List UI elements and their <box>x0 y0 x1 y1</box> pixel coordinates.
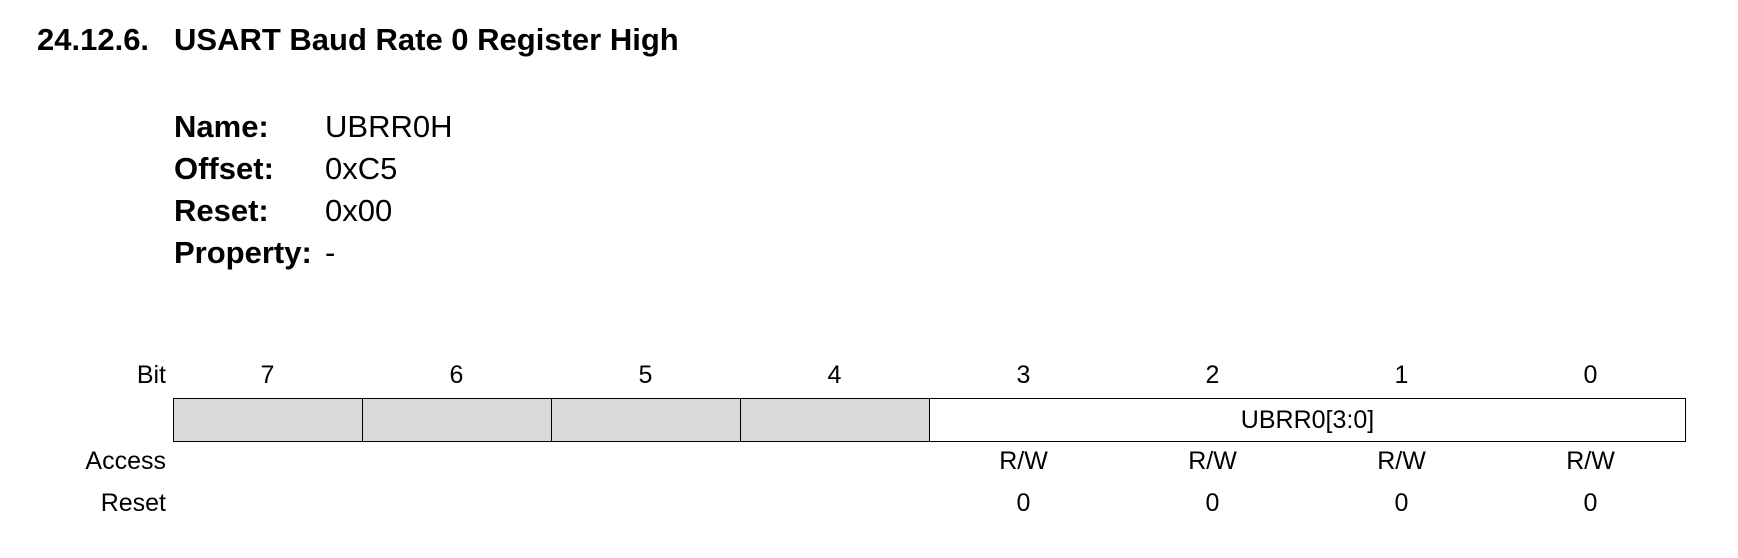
bit-number-1: 1 <box>1394 361 1409 389</box>
access-bit-2: R/W <box>1188 447 1237 475</box>
access-bit-0: R/W <box>1566 447 1615 475</box>
bit-number-6: 6 <box>449 361 464 389</box>
reset-bit-2: 0 <box>1205 489 1220 517</box>
bit-number-4: 4 <box>827 361 842 389</box>
property-key: Name: <box>174 109 269 144</box>
property-property-row: Property: - <box>174 232 452 274</box>
bit-number-7: 7 <box>260 361 275 389</box>
property-reset-row: Reset: 0x00 <box>174 190 452 232</box>
reset-bit-1: 0 <box>1394 489 1409 517</box>
reserved-bit-cell-6 <box>362 398 553 442</box>
ubrr0-field-cell: UBRR0[3:0] <box>929 398 1686 442</box>
reserved-bit-cell-7 <box>173 398 364 442</box>
property-offset-row: Offset: 0xC5 <box>174 148 452 190</box>
bit-number-0: 0 <box>1583 361 1598 389</box>
bit-number-5: 5 <box>638 361 653 389</box>
bit-row-label: Bit <box>136 361 166 389</box>
property-value: 0x00 <box>325 193 393 228</box>
property-key: Property: <box>174 235 312 270</box>
bit-number-3: 3 <box>1016 361 1031 389</box>
section-heading: 24.12.6. USART Baud Rate 0 Register High <box>37 22 679 58</box>
property-value: 0xC5 <box>325 151 398 186</box>
property-name-row: Name: UBRR0H <box>174 106 452 148</box>
register-properties: Name: UBRR0H Offset: 0xC5 Reset: 0x00 Prope… <box>174 106 452 274</box>
property-value: UBRR0H <box>325 109 453 144</box>
reset-bit-3: 0 <box>1016 489 1031 517</box>
reset-row-label: Reset <box>100 489 166 517</box>
section-number: 24.12.6. <box>37 22 150 57</box>
access-row-label: Access <box>85 447 166 475</box>
access-bit-1: R/W <box>1377 447 1426 475</box>
access-bit-3: R/W <box>999 447 1048 475</box>
reserved-bit-cell-5 <box>551 398 742 442</box>
reserved-bit-cell-4 <box>740 398 931 442</box>
property-value: - <box>325 235 336 270</box>
field-name: UBRR0[3:0] <box>1240 405 1375 434</box>
property-key: Reset: <box>174 193 269 228</box>
section-title: USART Baud Rate 0 Register High <box>174 22 679 57</box>
bit-number-2: 2 <box>1205 361 1220 389</box>
reset-bit-0: 0 <box>1583 489 1598 517</box>
property-key: Offset: <box>174 151 274 186</box>
